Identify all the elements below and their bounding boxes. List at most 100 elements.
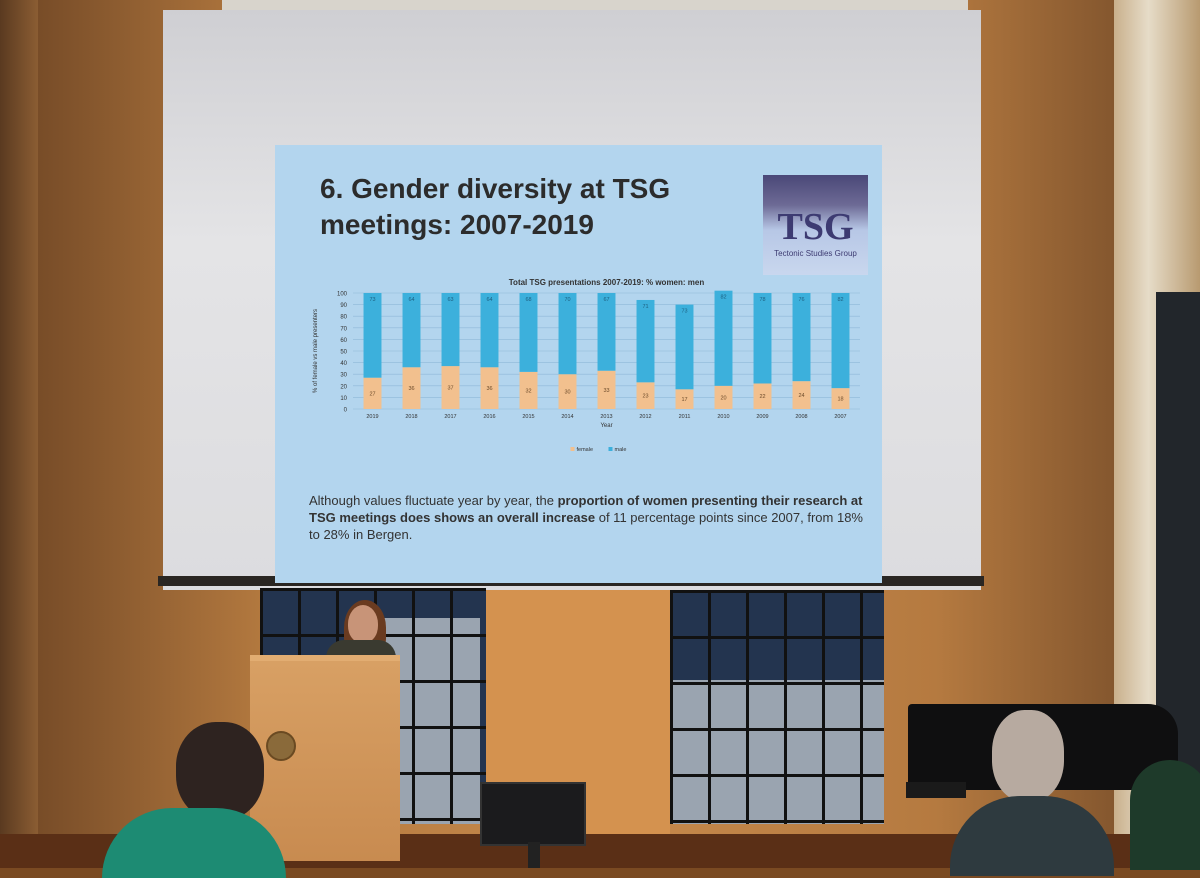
bar-male	[675, 304, 694, 390]
x-tick-label: 2012	[639, 414, 651, 420]
x-tick-label: 2011	[679, 414, 691, 420]
bar-male	[363, 293, 382, 378]
x-tick-label: 2007	[834, 414, 846, 420]
data-label-female: 23	[642, 394, 648, 400]
x-tick-label: 2014	[561, 414, 573, 420]
bar-female	[753, 383, 772, 409]
caption-text-2: of 11 percentage points since 2007, from…	[309, 510, 863, 542]
bar-male	[792, 293, 811, 382]
piano-bench	[906, 782, 966, 798]
audience-member-left-head	[176, 722, 264, 820]
tsg-logo-text: TSG	[777, 206, 854, 248]
data-label-female: 20	[720, 395, 726, 401]
tsg-logo: TSG Tectonic Studies Group	[763, 175, 868, 275]
slide-caption: Although values fluctuate year by year, …	[309, 492, 869, 543]
caption-text-1: Although values fluctuate year by year, …	[309, 493, 558, 508]
data-label-female: 33	[603, 388, 609, 394]
data-label-male: 71	[642, 304, 648, 310]
y-tick-label: 30	[340, 373, 347, 379]
caption-bold-text: proportion of women presenting their res…	[309, 493, 863, 525]
lectern	[250, 655, 400, 861]
y-tick-label: 90	[340, 303, 347, 309]
legend-swatch	[570, 447, 575, 451]
y-axis-label: % of female vs male presenters	[313, 309, 319, 393]
bar-male	[714, 290, 733, 386]
data-label-female: 30	[564, 390, 570, 396]
monitor	[480, 782, 586, 846]
data-label-female: 24	[798, 393, 804, 399]
lectern-seal	[266, 731, 296, 761]
x-tick-label: 2016	[483, 414, 495, 420]
bar-female	[480, 367, 499, 409]
bar-female	[519, 371, 538, 409]
data-label-female: 27	[369, 391, 375, 397]
audience-member-far-right	[1130, 760, 1200, 870]
data-label-female: 18	[837, 397, 843, 403]
speaker	[326, 640, 396, 658]
y-tick-label: 20	[340, 384, 347, 390]
x-tick-label: 2009	[756, 414, 768, 420]
stacked-bar-chart: Total TSG presentations 2007-2019: % wom…	[313, 278, 860, 453]
bar-female	[441, 366, 460, 409]
data-label-male: 67	[603, 297, 609, 303]
x-tick-label: 2008	[795, 414, 807, 420]
data-label-female: 17	[681, 397, 687, 403]
y-tick-label: 80	[340, 315, 347, 321]
bar-female	[675, 389, 694, 409]
bar-female	[558, 374, 577, 409]
x-tick-label: 2015	[522, 414, 534, 420]
bar-male	[441, 293, 460, 367]
bar-male	[831, 293, 850, 389]
presentation-slide: 6. Gender diversity at TSG meetings: 200…	[275, 145, 882, 583]
data-label-male: 70	[564, 297, 570, 303]
x-tick-label: 2010	[717, 414, 729, 420]
chart-title: Total TSG presentations 2007-2019: % wom…	[509, 278, 705, 287]
data-label-female: 36	[486, 386, 492, 392]
data-label-male: 82	[720, 295, 726, 301]
bar-male	[558, 293, 577, 375]
x-tick-label: 2013	[600, 414, 612, 420]
speaker-head	[348, 605, 378, 643]
data-label-male: 63	[447, 297, 453, 303]
bar-female	[597, 370, 616, 409]
window-right	[670, 590, 884, 824]
audience-member-left	[102, 808, 286, 878]
data-label-male: 73	[681, 309, 687, 315]
x-tick-label: 2017	[444, 414, 456, 420]
data-label-male: 78	[759, 297, 765, 303]
bar-male	[519, 293, 538, 372]
legend-entry: female	[577, 447, 594, 453]
monitor-stand	[528, 842, 540, 868]
bar-female	[831, 388, 850, 409]
bar-male	[597, 293, 616, 371]
y-tick-label: 50	[340, 350, 347, 356]
legend-swatch	[608, 447, 613, 451]
bar-male	[480, 293, 499, 368]
tsg-logo-subtitle: Tectonic Studies Group	[774, 249, 857, 258]
bar-male	[636, 299, 655, 383]
slide-title: 6. Gender diversity at TSG meetings: 200…	[320, 173, 671, 240]
data-label-female: 22	[759, 394, 765, 400]
audience-member-right-head	[992, 710, 1064, 802]
y-tick-label: 100	[337, 292, 348, 298]
data-label-female: 32	[525, 388, 531, 394]
x-tick-label: 2018	[405, 414, 417, 420]
y-tick-label: 70	[340, 326, 347, 332]
y-tick-label: 0	[344, 408, 348, 414]
x-tick-label: 2019	[366, 414, 378, 420]
bar-female	[636, 382, 655, 409]
bar-male	[402, 293, 421, 368]
y-tick-label: 40	[340, 361, 347, 367]
x-axis-label: Year	[600, 423, 612, 429]
y-tick-label: 60	[340, 338, 347, 344]
legend-entry: male	[615, 447, 627, 453]
left-column	[0, 0, 38, 868]
data-label-male: 76	[798, 297, 804, 303]
bar-female	[402, 367, 421, 409]
bar-female	[363, 377, 382, 409]
data-label-male: 73	[369, 297, 375, 303]
bar-female	[792, 381, 811, 409]
data-label-male: 68	[525, 297, 531, 303]
data-label-male: 82	[837, 297, 843, 303]
data-label-female: 37	[447, 386, 453, 392]
